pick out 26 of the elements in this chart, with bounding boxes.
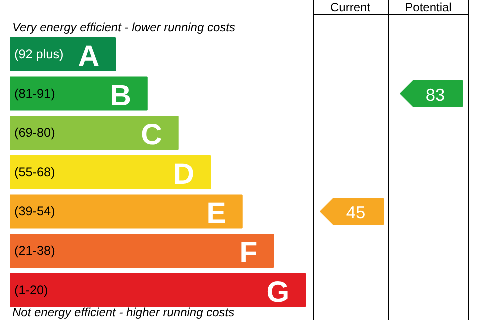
text: 45 — [346, 202, 366, 223]
annotation: (92 plus) — [14, 48, 64, 62]
annotation: (55-68) — [14, 165, 56, 180]
bar — [10, 273, 306, 308]
y-tick-label: B — [110, 79, 132, 112]
text: Very energy efficient - lower running costs — [12, 20, 236, 34]
y-tick-label: E — [206, 197, 226, 230]
bar — [10, 234, 274, 268]
annotation: (1-20) — [14, 283, 48, 298]
y-tick-label: G — [266, 276, 290, 309]
annotation: (21-38) — [14, 244, 56, 258]
bar — [10, 116, 179, 150]
text: Potential — [405, 0, 452, 14]
annotation: (81-91) — [14, 86, 56, 101]
y-tick-label: D — [173, 158, 195, 191]
text: Current — [330, 0, 372, 14]
bar — [10, 76, 148, 111]
annotation: (39-54) — [14, 204, 56, 219]
bar — [10, 155, 212, 190]
annotation: Not energy efficient - higher running costs — [12, 306, 235, 320]
annotation: (69-80) — [14, 126, 56, 140]
text: 83 — [426, 84, 446, 105]
y-tick-label: C — [141, 118, 162, 152]
y-tick-label: F — [240, 236, 258, 270]
y-tick-label: A — [78, 40, 100, 73]
bar — [10, 194, 243, 229]
